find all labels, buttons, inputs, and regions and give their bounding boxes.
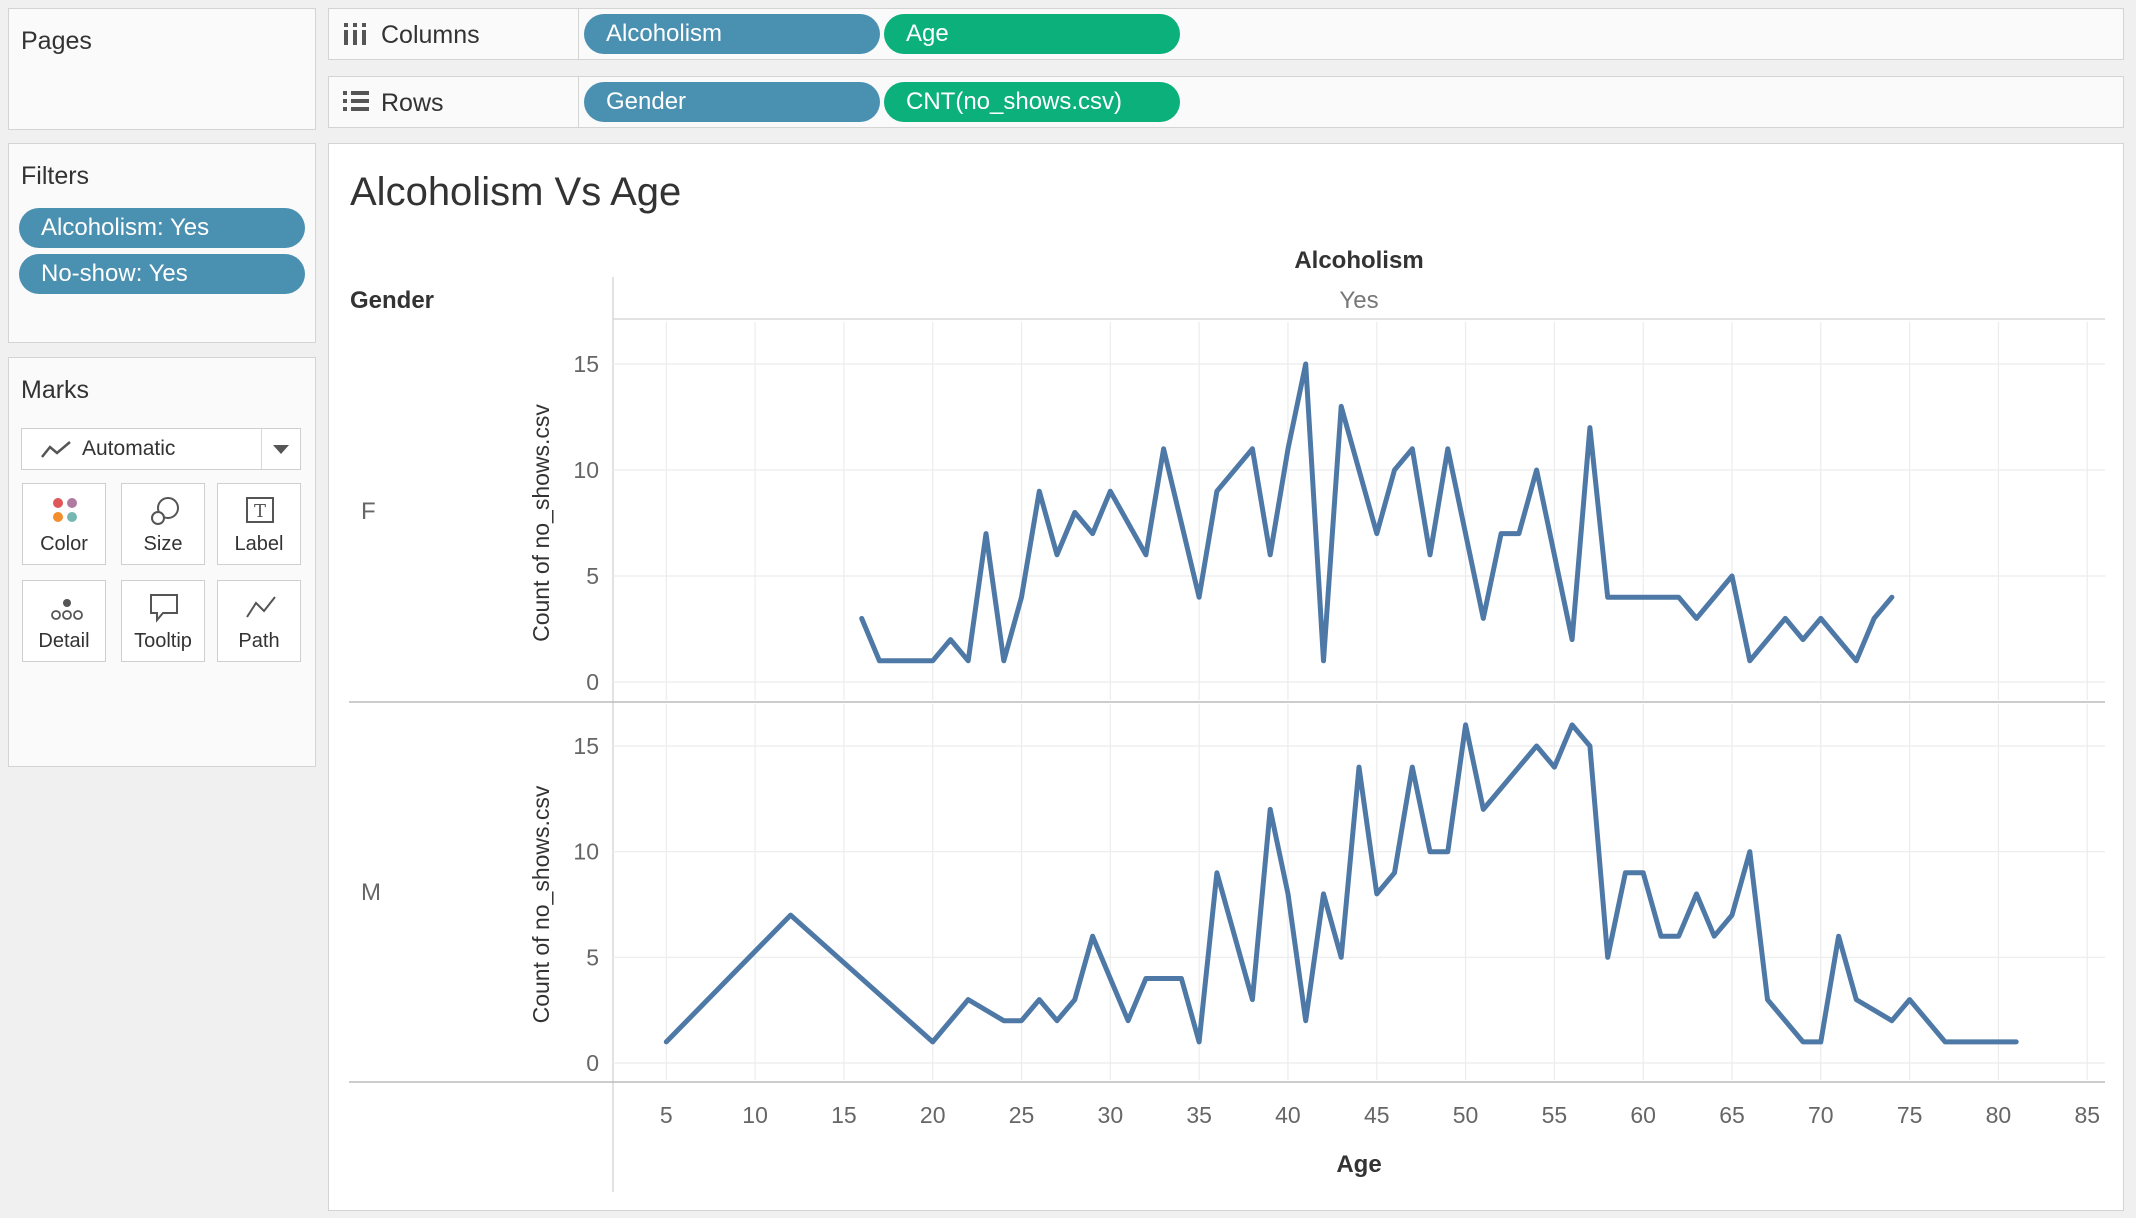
column-header-alcoholism: Alcoholism (1294, 247, 1423, 274)
x-tick-label: 65 (1719, 1102, 1745, 1128)
row-label-m: M (361, 879, 381, 906)
label-button[interactable]: T Label (217, 483, 301, 565)
y-tick-label: 0 (586, 669, 599, 695)
columns-shelf[interactable]: Columns Alcoholism Age (328, 8, 2124, 60)
y-tick-label: 0 (586, 1050, 599, 1076)
marks-panel: Marks Automatic Color Size T Label Detai… (8, 357, 316, 767)
x-tick-label: 45 (1364, 1102, 1390, 1128)
color-button[interactable]: Color (22, 483, 106, 565)
series-line-m (663, 722, 2019, 1045)
marks-title: Marks (21, 376, 90, 404)
x-tick-label: 20 (920, 1102, 946, 1128)
columns-label: Columns (381, 21, 480, 49)
x-tick-label: 25 (1009, 1102, 1035, 1128)
row-label-f: F (361, 498, 376, 525)
x-tick-label: 50 (1453, 1102, 1479, 1128)
y-tick-label: 10 (573, 457, 599, 483)
x-tick-label: 85 (2074, 1102, 2100, 1128)
path-icon (246, 596, 276, 618)
mark-type-dropdown[interactable]: Automatic (21, 428, 301, 470)
x-tick-label: 60 (1630, 1102, 1656, 1128)
columns-shelf-label: Columns (329, 9, 579, 59)
x-tick-label: 30 (1098, 1102, 1124, 1128)
columns-icon (344, 23, 366, 45)
y-tick-label: 15 (573, 351, 599, 377)
detail-button[interactable]: Detail (22, 580, 106, 662)
rows-shelf-label: Rows (329, 77, 579, 127)
pages-panel: Pages (8, 8, 316, 130)
x-axis-label: Age (1336, 1151, 1381, 1178)
size-button[interactable]: Size (121, 483, 205, 565)
size-label: Size (143, 533, 183, 555)
y-axis-label: Count of no_shows.csv (528, 404, 554, 642)
svg-text:T: T (254, 501, 266, 522)
line-mark-icon (41, 441, 71, 458)
y-tick-label: 5 (586, 563, 599, 589)
view-panel: Alcoholism Vs Age Alcoholism Yes Gender 0 5 1… (328, 143, 2124, 1211)
x-tick-label: 40 (1275, 1102, 1301, 1128)
detail-icon (51, 599, 83, 620)
label-label: Label (234, 533, 284, 555)
filter-pill-alcoholism[interactable]: Alcoholism: Yes (19, 208, 305, 248)
x-tick-label: 35 (1186, 1102, 1212, 1128)
x-tick-label: 70 (1808, 1102, 1834, 1128)
filters-panel: Filters Alcoholism: Yes No-show: Yes (8, 143, 316, 343)
filter-pill-no-show[interactable]: No-show: Yes (19, 254, 305, 294)
rows-label: Rows (381, 89, 444, 117)
y-tick-label: 10 (573, 839, 599, 865)
x-tick-label: 75 (1897, 1102, 1923, 1128)
row-pill-gender[interactable]: Gender (584, 82, 880, 122)
column-pill-alcoholism[interactable]: Alcoholism (584, 14, 880, 54)
tooltip-button[interactable]: Tooltip (121, 580, 205, 662)
rows-shelf[interactable]: Rows Gender CNT(no_shows.csv) (328, 76, 2124, 128)
size-icon (151, 497, 179, 525)
x-tick-label: 15 (831, 1102, 857, 1128)
path-label: Path (238, 630, 280, 652)
color-icon (53, 498, 77, 522)
x-tick-label: 80 (1986, 1102, 2012, 1128)
y-tick-label: 15 (573, 733, 599, 759)
label-icon: T (246, 497, 274, 523)
path-button[interactable]: Path (217, 580, 301, 662)
x-tick-label: 55 (1542, 1102, 1568, 1128)
chevron-down-icon (273, 445, 289, 454)
line-chart: Alcoholism Yes Gender 0 5 10 15 Count of no_sho… (349, 247, 2105, 1192)
x-tick-label: 10 (742, 1102, 768, 1128)
filters-title: Filters (21, 162, 90, 190)
row-header-gender: Gender (350, 287, 434, 314)
rows-icon (343, 91, 369, 111)
x-tick-label: 5 (660, 1102, 673, 1128)
detail-label: Detail (38, 630, 90, 652)
color-label: Color (40, 533, 88, 555)
tooltip-icon (150, 594, 178, 623)
column-pill-age[interactable]: Age (884, 14, 1180, 54)
tooltip-label: Tooltip (134, 630, 192, 652)
column-header-value: Yes (1339, 287, 1378, 314)
pages-title: Pages (21, 27, 92, 55)
series-line-f (859, 361, 1895, 664)
y-axis-label: Count of no_shows.csv (528, 785, 554, 1023)
mark-type-label: Automatic (82, 437, 176, 460)
row-pill-count[interactable]: CNT(no_shows.csv) (884, 82, 1180, 122)
y-tick-label: 5 (586, 944, 599, 970)
chart-title: Alcoholism Vs Age (350, 170, 682, 214)
